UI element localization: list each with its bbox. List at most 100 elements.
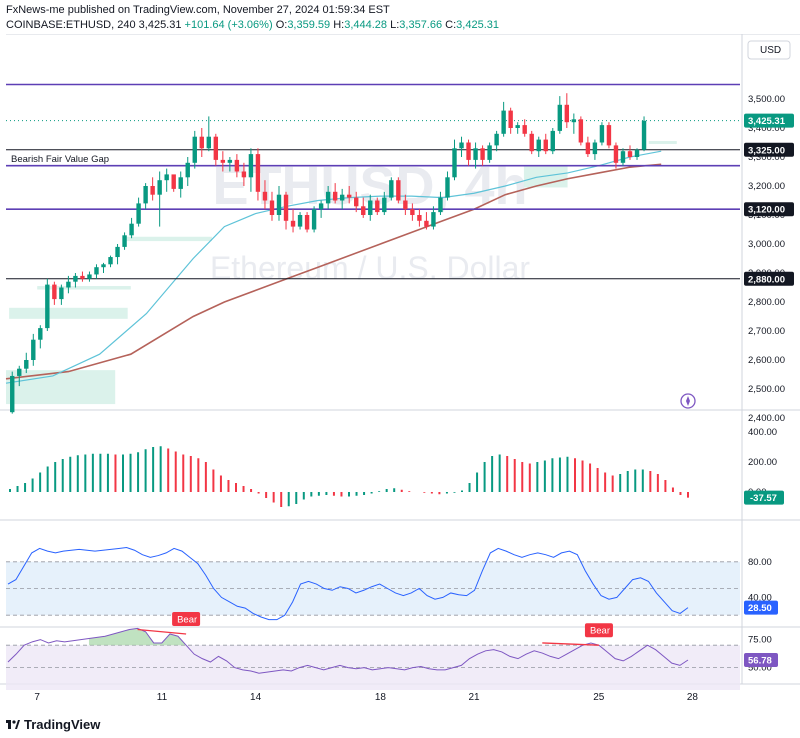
price-axis-tick: 2,400.00 xyxy=(748,413,785,424)
tradingview-logo[interactable]: TradingView xyxy=(6,717,100,732)
footer: TradingView xyxy=(0,712,800,738)
candle-body xyxy=(17,368,22,376)
candle-body xyxy=(115,246,120,258)
price-change: +101.64 (+3.06%) xyxy=(184,19,273,31)
candle-body xyxy=(171,174,176,189)
bear-divergence-tag xyxy=(172,612,201,626)
candle-body xyxy=(297,215,303,227)
candle-body xyxy=(354,197,359,207)
bear-divergence-tag xyxy=(584,623,613,638)
bear-divergence-label: Bear xyxy=(177,615,197,626)
candle-body xyxy=(410,209,415,215)
alert-icon[interactable] xyxy=(680,393,696,409)
fair-value-gap-zone xyxy=(37,286,131,290)
candle-body xyxy=(24,360,29,369)
candle-body xyxy=(389,180,394,198)
candle-body xyxy=(269,200,275,215)
currency-box[interactable] xyxy=(747,40,791,60)
candle-body xyxy=(178,177,183,189)
candle-body xyxy=(276,194,282,215)
price-axis-tick: 2,500.00 xyxy=(748,384,785,395)
rsi-last-value-label: 56.78 xyxy=(748,656,772,667)
candle-body xyxy=(550,130,555,152)
candle-body xyxy=(396,180,401,201)
candle-body xyxy=(31,339,36,360)
candle-body xyxy=(87,274,92,279)
candle-body xyxy=(424,220,429,227)
candle-body xyxy=(641,120,647,150)
macd-axis-tick: 200.00 xyxy=(748,457,777,468)
candle-body xyxy=(494,133,499,146)
candle-body xyxy=(248,154,254,178)
symbol-name[interactable]: COINBASE:ETHUSD, 240 xyxy=(6,19,136,31)
candle-body xyxy=(255,154,261,192)
candle-body xyxy=(536,139,541,152)
candle-body xyxy=(80,275,85,279)
candle-body xyxy=(325,191,331,204)
bear-divergence-label: Bear xyxy=(590,626,610,637)
time-axis-tick: 25 xyxy=(593,692,605,703)
price-axis-tick: 3,400.00 xyxy=(748,123,785,134)
candle-body xyxy=(94,267,99,275)
tradingview-logo-icon xyxy=(6,720,20,729)
rsi-divergence-line xyxy=(542,642,599,646)
candle-body xyxy=(417,215,422,221)
rsi-last-value-tag xyxy=(744,653,778,668)
macd-axis-tick: 400.00 xyxy=(748,427,777,438)
open-label: O: xyxy=(275,19,288,31)
time-axis-tick: 21 xyxy=(468,692,480,703)
candle-body xyxy=(185,162,190,178)
level-price-tag xyxy=(744,142,794,157)
rsi-overbought-fill xyxy=(88,628,187,646)
candle-body xyxy=(52,284,57,300)
fair-value-gap-zone xyxy=(9,307,128,319)
candle-body xyxy=(578,119,584,143)
low-value: 3,357.66 xyxy=(399,19,443,31)
price-axis-tick: 3,300.00 xyxy=(748,152,785,163)
fair-value-gap-zone xyxy=(124,236,212,242)
open-value: 3,359.59 xyxy=(287,19,331,31)
candle-body xyxy=(529,133,534,152)
candle-body xyxy=(304,215,310,230)
candle-body xyxy=(613,145,619,163)
candle-body xyxy=(206,136,211,149)
candle-body xyxy=(438,197,443,213)
stochastic-line xyxy=(7,547,689,621)
candle-body xyxy=(634,149,640,157)
candle-body xyxy=(361,206,366,215)
candle-body xyxy=(501,110,506,134)
fast-moving-average-line xyxy=(5,150,662,384)
candle-body xyxy=(592,142,598,155)
candle-body xyxy=(241,171,247,178)
candle-body xyxy=(227,159,233,163)
stochastic-last-value-label: 28.50 xyxy=(748,603,772,614)
level-price-label: 2,880.00 xyxy=(748,274,785,285)
candle-body xyxy=(318,203,324,210)
candle-body xyxy=(164,174,169,181)
close-value: 3,425.31 xyxy=(456,19,499,31)
last-price-label: 3,425.31 xyxy=(748,116,786,127)
macd-last-value-label: -37.57 xyxy=(750,493,777,504)
candle-body xyxy=(480,148,485,160)
candle-body xyxy=(403,200,408,210)
candle-body xyxy=(473,148,478,160)
candle-body xyxy=(283,194,289,221)
macd-last-value-tag xyxy=(744,490,784,505)
candle-body xyxy=(66,281,71,288)
symbol-line: COINBASE:ETHUSD, 240 3,425.31 +101.64 (+… xyxy=(6,19,499,31)
candle-body xyxy=(143,186,148,204)
chart-header: FxNews-me published on TradingView.com, … xyxy=(0,0,800,34)
candle-body xyxy=(487,145,492,160)
time-axis-tick: 7 xyxy=(34,692,40,703)
publisher-line: FxNews-me published on TradingView.com, … xyxy=(6,4,390,16)
candle-body xyxy=(129,223,134,236)
candle-body xyxy=(522,125,527,134)
candle-body xyxy=(213,136,219,160)
candle-body xyxy=(136,203,141,224)
slow-moving-average-line xyxy=(5,163,662,380)
close-label: C: xyxy=(445,19,457,31)
last-price-tag xyxy=(744,113,794,128)
candle-body xyxy=(599,125,605,143)
candle-body xyxy=(627,151,633,157)
